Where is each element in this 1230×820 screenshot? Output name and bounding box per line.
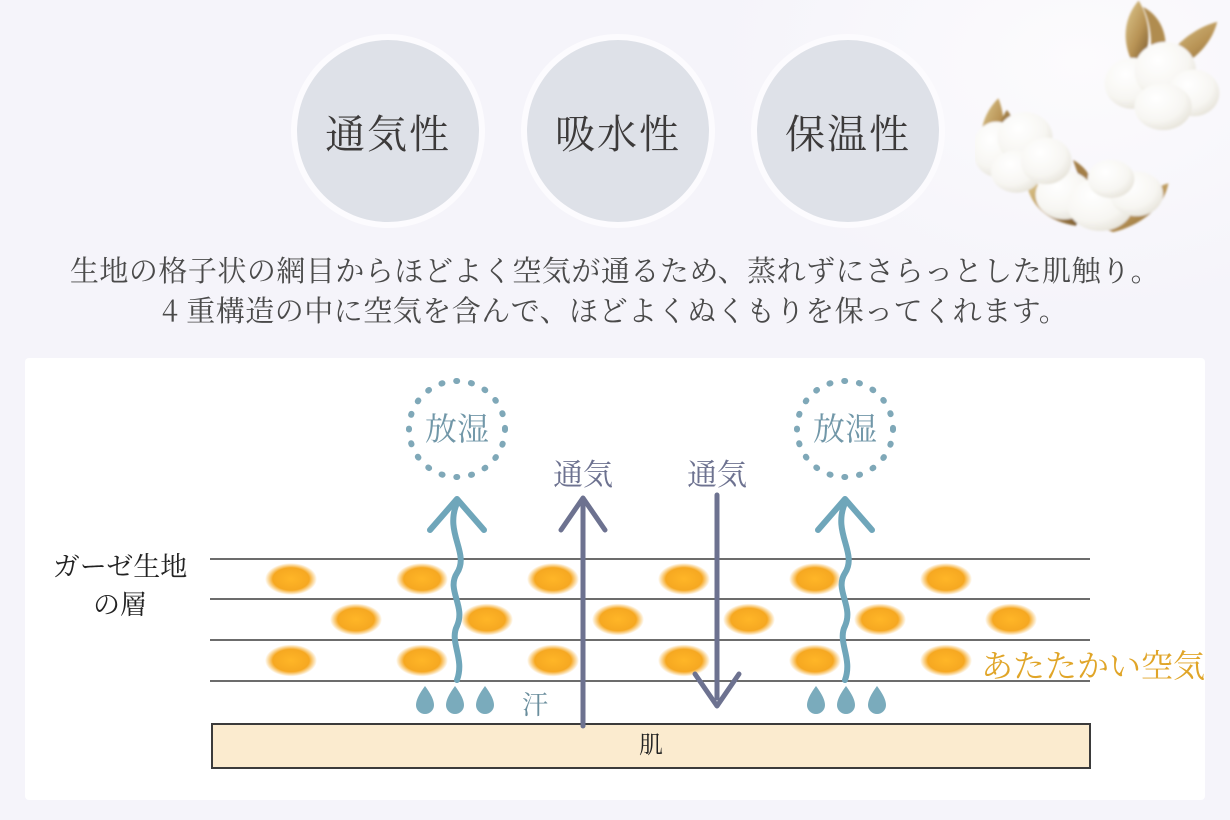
svg-text:放湿: 放湿 xyxy=(425,404,489,450)
svg-text:放湿: 放湿 xyxy=(813,404,877,450)
svg-text:汗: 汗 xyxy=(522,685,548,722)
svg-text:肌: 肌 xyxy=(639,725,663,760)
svg-text:あたたかい空気: あたたかい空気 xyxy=(981,641,1205,687)
svg-text:通気: 通気 xyxy=(553,450,613,494)
svg-text:通気: 通気 xyxy=(687,450,747,494)
